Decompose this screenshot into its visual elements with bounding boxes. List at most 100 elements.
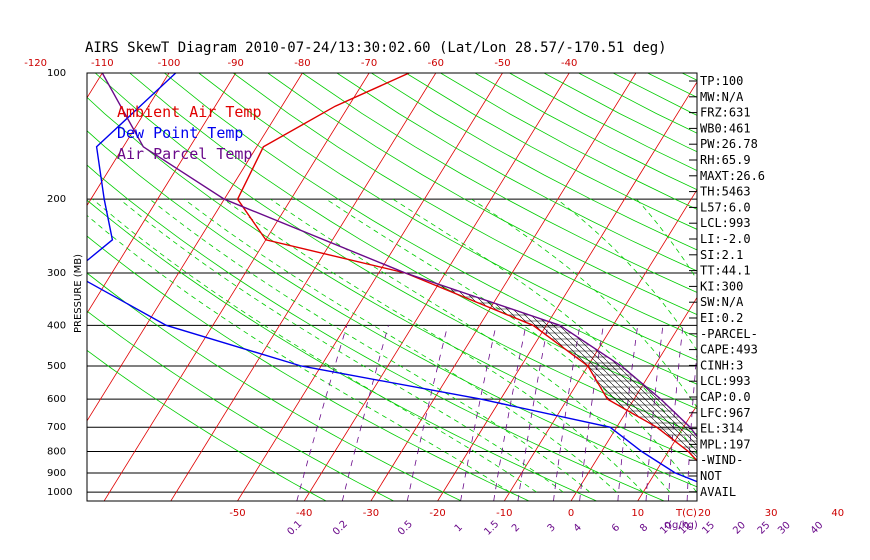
plot-frame xyxy=(86,72,698,502)
mixing-ratio-line xyxy=(617,325,639,501)
dry-adiabat-line xyxy=(267,73,697,315)
sounding-index: -PARCEL- xyxy=(700,327,758,341)
pressure-tick-label: 700 xyxy=(47,422,66,433)
isotherm-line xyxy=(103,73,370,501)
dry-adiabat-line xyxy=(233,73,697,338)
sounding-index: NOT xyxy=(700,469,722,483)
legend-air-parcel-temp: Air Parcel Temp xyxy=(117,145,252,163)
mixing-ratio-tick-label: 25 xyxy=(756,520,773,537)
sounding-index: RH:65.9 xyxy=(700,153,751,167)
dry-adiabat-line xyxy=(336,73,697,272)
dry-adiabat-line xyxy=(87,272,462,501)
mixing-ratio-tick-label: 4 xyxy=(572,522,584,534)
moist-adiabat-line xyxy=(325,198,697,493)
sounding-index: FRZ:631 xyxy=(700,106,751,120)
bottom-temp-tick-label: -30 xyxy=(363,508,379,519)
mixing-ratio-tick-label: 8 xyxy=(638,522,650,534)
isotherm-line xyxy=(0,73,36,501)
mixing-ratio-tick-label: 0.1 xyxy=(286,519,305,538)
sounding-index: MW:N/A xyxy=(700,90,744,104)
mixing-ratio-line xyxy=(816,325,819,501)
moist-adiabat-line xyxy=(92,198,537,493)
pressure-tick-label: 800 xyxy=(47,447,66,458)
isotherm-line xyxy=(838,73,870,501)
top-temp-tick-label: -100 xyxy=(158,58,181,69)
mixing-ratio-line xyxy=(668,325,684,501)
mixing-ratio-line xyxy=(341,325,389,501)
dry-adiabat-line xyxy=(302,73,697,293)
chart-title: AIRS SkewT Diagram 2010-07-24/13:30:02.6… xyxy=(85,40,667,56)
dry-adiabat-line xyxy=(786,73,870,501)
moist-adiabat-line xyxy=(270,198,671,493)
moist-adiabat-line xyxy=(471,198,697,408)
sounding-index: WB0:461 xyxy=(700,121,751,135)
mixing-ratio-line xyxy=(785,325,788,501)
sounding-index: TH:5463 xyxy=(700,185,751,199)
mixing-ratio-line xyxy=(460,325,497,501)
mixing-ratio-line xyxy=(686,348,697,501)
dry-adiabat-line xyxy=(129,73,697,410)
top-temp-tick-label: -80 xyxy=(294,58,310,69)
top-temp-tick-label: -60 xyxy=(428,58,444,69)
pressure-tick-label: 1000 xyxy=(47,487,72,498)
bottom-temp-tick-label: -10 xyxy=(496,508,512,519)
mixing-ratio-tick-label: 0.5 xyxy=(396,519,415,538)
moist-adiabat-line xyxy=(183,198,617,493)
pressure-tick-label: 900 xyxy=(47,468,66,479)
pressure-tick-label: 200 xyxy=(47,194,66,205)
sounding-index: L57:6.0 xyxy=(700,200,751,214)
legend-dew-point-temp: Dew Point Temp xyxy=(117,124,243,142)
mixing-ratio-tick-label: 1 xyxy=(453,522,465,534)
sounding-index: LI:-2.0 xyxy=(700,232,751,246)
sounding-index: EI:0.2 xyxy=(700,311,743,325)
pressure-tick-label: 600 xyxy=(47,394,66,405)
sounding-index: SW:N/A xyxy=(700,295,744,309)
air-parcel-line xyxy=(101,73,697,438)
sounding-index: PW:26.78 xyxy=(700,137,758,151)
top-temp-tick-label: -70 xyxy=(361,58,377,69)
dry-adiabat-line xyxy=(87,96,697,461)
isotherm-line xyxy=(87,73,237,314)
mixing-ratio-tick-label: 15 xyxy=(700,520,717,537)
mixing-ratio-line xyxy=(296,325,348,501)
ambient-temp-line xyxy=(236,73,697,462)
moist-adiabat-line xyxy=(223,198,644,493)
top-temp-tick-label: -120 xyxy=(24,58,47,69)
moist-adiabat-line xyxy=(556,198,697,352)
isotherm-line xyxy=(237,73,503,501)
bottom-temp-tick-label: 40 xyxy=(831,508,844,519)
sounding-index: AVAIL xyxy=(700,485,736,499)
sounding-index: -WIND- xyxy=(700,453,743,467)
isotherm-line xyxy=(370,73,637,501)
mixing-ratio-line xyxy=(766,325,770,501)
dry-adiabat-line xyxy=(87,235,530,501)
moist-adiabat-line xyxy=(149,198,591,493)
bottom-temp-tick-label: -50 xyxy=(229,508,245,519)
bottom-temp-tick-label: -40 xyxy=(296,508,312,519)
mixing-ratio-line xyxy=(406,325,449,501)
mixing-ratio-tick-label: 6 xyxy=(610,522,622,534)
top-temp-tick-label: -90 xyxy=(228,58,244,69)
dry-adiabat-line xyxy=(87,349,327,501)
pressure-tick-label: 400 xyxy=(47,320,66,331)
sounding-index: SI:2.1 xyxy=(700,248,743,262)
y-axis-label: PRESSURE (MB) xyxy=(73,254,84,333)
sounding-index: TP:100 xyxy=(700,74,743,88)
dry-adiabat-line xyxy=(87,164,665,501)
sounding-index: LCL:993 xyxy=(700,216,751,230)
sounding-index: CAP:0.0 xyxy=(700,390,751,404)
mixing-ratio-line xyxy=(553,325,581,501)
dry-adiabat-line xyxy=(164,73,697,385)
dry-adiabat-line xyxy=(198,73,697,361)
sounding-index: TT:44.1 xyxy=(700,264,751,278)
pressure-tick-label: 300 xyxy=(47,268,66,279)
sounding-index: MAXT:26.6 xyxy=(700,169,765,183)
top-temp-tick-label: -40 xyxy=(561,58,577,69)
dry-adiabat-line xyxy=(94,73,697,435)
top-temp-tick-label: -110 xyxy=(91,58,114,69)
mixing-ratio-tick-label: 30 xyxy=(776,520,793,537)
x-axis-unit-label: T(C) xyxy=(675,508,697,519)
mixing-ratio-line xyxy=(493,325,527,501)
